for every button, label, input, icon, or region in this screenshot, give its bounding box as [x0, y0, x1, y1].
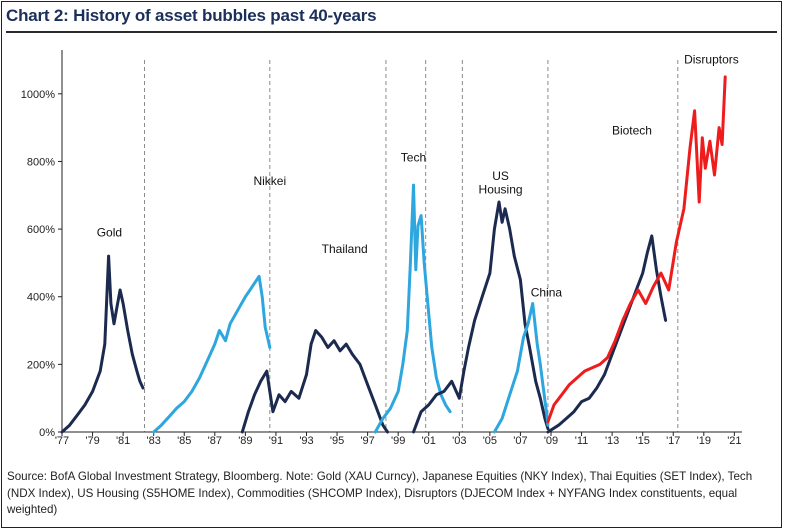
x-tick-label: '17 [666, 435, 680, 447]
x-tick-label: '99 [391, 435, 405, 447]
x-tick-label: '09 [544, 435, 558, 447]
annotation-label: Nikkei [253, 174, 286, 188]
x-tick-label: '83 [147, 435, 161, 447]
x-tick-label: '05 [483, 435, 497, 447]
annotation-label: Disruptors [684, 52, 739, 66]
annotation-label: China [531, 286, 563, 300]
y-tick-label: 1000% [21, 89, 55, 101]
annotation-label: Housing [479, 183, 523, 197]
x-tick-label: '11 [575, 435, 589, 447]
y-tick-label: 800% [27, 156, 55, 168]
x-tick-label: '95 [330, 435, 344, 447]
series-line-biotech [546, 234, 668, 434]
y-tick-label: 600% [27, 224, 55, 236]
x-axis: '77 '79 '81 '83 '85 '87 '89 '91 '93 '95 '97 '99 '01 '… [55, 431, 742, 447]
annotation-label: US [492, 169, 509, 183]
x-tick-label: '87 [208, 435, 222, 447]
y-axis: 0% 200% 400% 600% 800% 1000% [21, 50, 63, 439]
series-line-nikkei [152, 274, 272, 434]
x-tick-label: '85 [177, 435, 191, 447]
annotation-label: Gold [97, 226, 122, 240]
x-tick-label: '93 [299, 435, 313, 447]
x-tick-label: '13 [605, 435, 619, 447]
y-tick-label: 200% [27, 359, 55, 371]
series-line-us-housing [412, 200, 550, 434]
x-tick-label: '19 [697, 435, 711, 447]
chart-title: Chart 2: History of asset bubbles past 4… [6, 6, 377, 25]
title-divider [6, 31, 777, 33]
series-lines [60, 75, 727, 434]
series-line-thailand [240, 329, 389, 434]
x-tick-label: '07 [513, 435, 527, 447]
annotation-label: Biotech [612, 123, 652, 137]
y-tick-label: 0% [39, 427, 55, 439]
x-tick-label: '91 [269, 435, 283, 447]
x-tick-label: '21 [727, 435, 741, 447]
y-tick-label: 400% [27, 292, 55, 304]
x-tick-label: '77 [55, 435, 69, 447]
line-chart: 0%200%400%600%800%1000% '77'79'81'83'85 '… [21, 50, 742, 447]
x-tick-label: '01 [422, 435, 436, 447]
x-tick-label: '81 [116, 435, 130, 447]
series-line-gold [60, 254, 145, 434]
annotation-label: Thailand [322, 242, 368, 256]
bubble-dividers [144, 60, 679, 432]
x-tick-label: '89 [238, 435, 252, 447]
x-tick-label: '03 [452, 435, 466, 447]
source-note: Source: BofA Global Investment Strategy,… [7, 470, 753, 516]
annotation-label: Tech [401, 150, 426, 164]
x-tick-label: '97 [360, 435, 374, 447]
series-line-disruptors [546, 75, 727, 424]
series-line-tech [373, 183, 452, 434]
x-tick-label: '15 [636, 435, 650, 447]
series-line-china [492, 302, 550, 434]
x-tick-label: '79 [85, 435, 99, 447]
